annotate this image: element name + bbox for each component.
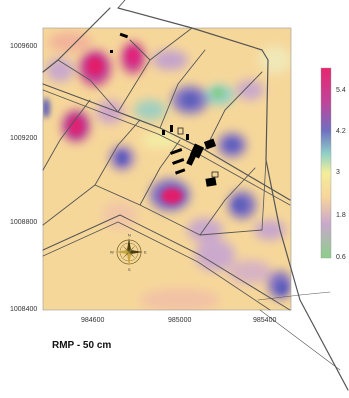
colorbar: 5.4 4.2 3 1.8 0.6 [320,67,346,261]
colorbar-label: 4.2 [336,128,346,135]
colorbar-label: 0.6 [336,254,346,261]
x-axis: 984600 985000 985400 [81,317,276,324]
buildings [110,32,217,187]
y-axis: 1009600 1009200 1008800 1008400 [10,43,37,313]
x-tick-label: 985000 [168,317,191,324]
colorbar-label: 3 [336,169,340,176]
y-tick-label: 1008800 [10,219,37,226]
map-frame [42,27,292,311]
compass-rose-icon: N S E W [110,233,147,273]
x-tick-label: 985400 [253,317,276,324]
building-outlines [177,127,219,178]
y-tick-label: 1008400 [10,306,37,313]
y-tick-label: 1009600 [10,43,37,50]
compass-south-label: S [128,267,131,272]
map-raster [43,28,291,310]
x-tick-label: 984600 [81,317,104,324]
compass-west-label: W [110,250,114,255]
colorbar-label: 1.8 [336,212,346,219]
parcel-lines [42,0,349,391]
colorbar-label: 5.4 [336,87,346,94]
map-caption: RMP - 50 cm [52,340,111,351]
y-tick-label: 1009200 [10,135,37,142]
compass-east-label: E [144,250,147,255]
compass-north-label: N [128,233,131,238]
colorbar-gradient [320,67,332,259]
